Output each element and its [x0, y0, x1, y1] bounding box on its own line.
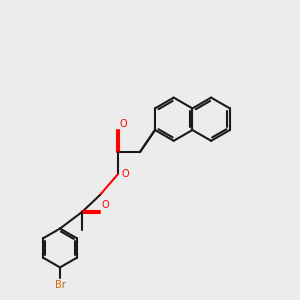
- Text: O: O: [122, 169, 129, 179]
- Text: O: O: [119, 118, 127, 128]
- Text: O: O: [101, 200, 109, 211]
- Text: Br: Br: [55, 280, 65, 290]
